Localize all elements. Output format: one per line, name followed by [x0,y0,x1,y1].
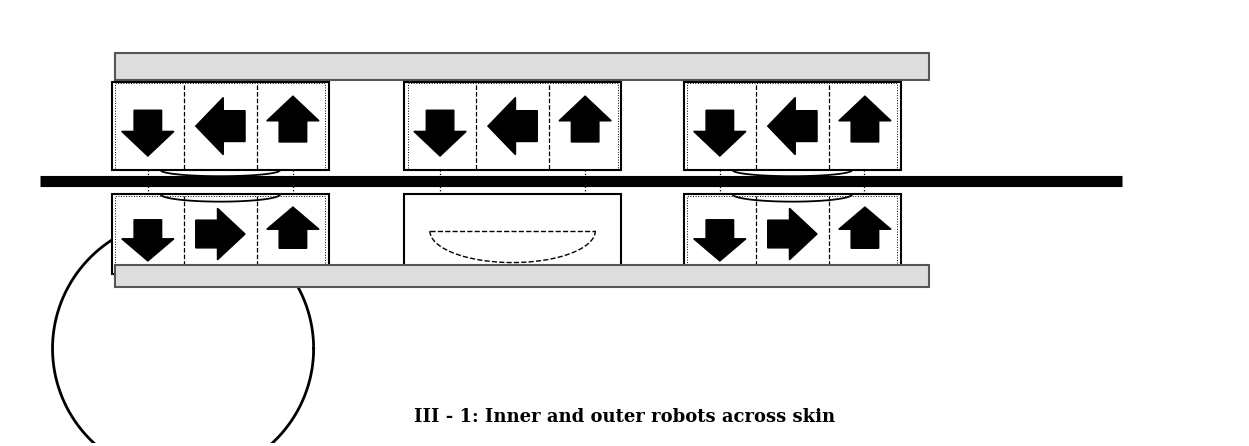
Bar [687,196,898,273]
FancyArrow shape [768,208,817,260]
FancyArrow shape [560,96,611,142]
Bar [403,194,622,274]
Bar [111,194,330,274]
FancyArrow shape [121,110,174,156]
FancyArrow shape [196,208,245,260]
FancyArrow shape [839,207,891,248]
Bar [687,83,898,169]
Bar [407,83,618,169]
Bar [111,82,330,170]
FancyArrow shape [839,96,891,142]
FancyArrow shape [693,110,746,156]
FancyArrow shape [413,110,466,156]
Bar [115,83,326,169]
Bar [683,82,902,170]
FancyArrow shape [693,220,746,261]
FancyArrow shape [121,220,174,261]
FancyArrow shape [768,98,817,155]
FancyArrow shape [488,98,537,155]
Text: III - 1: Inner and outer robots across skin: III - 1: Inner and outer robots across s… [413,408,836,425]
Bar [115,54,929,80]
Bar [115,196,326,273]
Bar [403,82,622,170]
Bar [683,194,902,274]
Bar [115,265,929,287]
FancyArrow shape [196,98,245,155]
FancyArrow shape [267,96,318,142]
FancyArrow shape [267,207,318,248]
